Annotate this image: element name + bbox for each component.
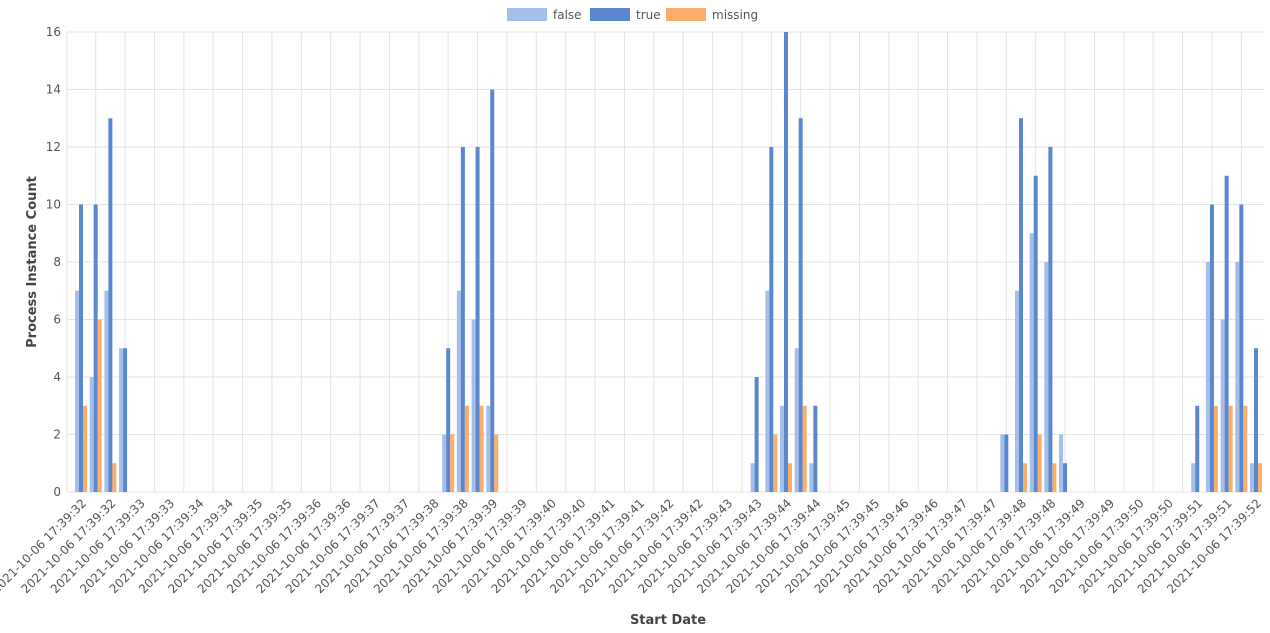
bar (446, 348, 451, 492)
legend-swatch (507, 8, 547, 21)
bar (1059, 434, 1064, 492)
bar (119, 348, 124, 492)
bar (809, 463, 814, 492)
bar (450, 434, 455, 492)
bar (97, 319, 102, 492)
bar (494, 434, 499, 492)
bar (83, 405, 87, 492)
bar (794, 348, 799, 492)
bar (1243, 405, 1248, 492)
bar (1044, 262, 1049, 492)
bar (1220, 319, 1225, 492)
bar (1063, 463, 1068, 492)
bar (813, 405, 818, 492)
y-tick-label: 0 (53, 485, 61, 499)
bar (108, 118, 113, 492)
bar (1004, 434, 1009, 492)
bar (104, 290, 109, 492)
y-tick-label: 10 (46, 198, 61, 212)
bar (784, 32, 788, 492)
bar (486, 405, 491, 492)
bar (479, 405, 484, 492)
y-tick-label: 6 (53, 313, 61, 327)
bar (1029, 233, 1034, 492)
bar (1224, 175, 1229, 492)
bar (1048, 147, 1053, 492)
bar (769, 147, 774, 492)
bar (802, 405, 807, 492)
bar (1258, 463, 1262, 492)
bar (475, 147, 480, 492)
bar (75, 290, 79, 492)
bar (1191, 463, 1196, 492)
y-tick-label: 4 (53, 370, 61, 384)
bar (1052, 463, 1057, 492)
legend-label: false (553, 8, 582, 22)
bar (79, 204, 83, 492)
y-tick-label: 16 (46, 25, 61, 39)
bar (1205, 262, 1210, 492)
legend-swatch (666, 8, 706, 21)
bar (1209, 204, 1214, 492)
bar (754, 377, 759, 492)
bar (490, 89, 495, 492)
bar (788, 463, 792, 492)
bar (1019, 118, 1023, 492)
bar (123, 348, 128, 492)
y-tick-label: 8 (53, 255, 61, 269)
bar (464, 405, 469, 492)
bar (471, 319, 476, 492)
y-axis-title: Process Instance Count (25, 176, 40, 348)
bar (460, 147, 465, 492)
bar (1015, 290, 1019, 492)
bar (750, 463, 755, 492)
bar (1033, 175, 1038, 492)
bar (1239, 204, 1244, 492)
bar (89, 377, 94, 492)
y-tick-label: 2 (53, 428, 61, 442)
y-tick-label: 12 (46, 140, 61, 154)
legend-swatch (590, 8, 630, 21)
x-axis-title: Start Date (630, 613, 706, 628)
bar (112, 463, 117, 492)
bar (93, 204, 98, 492)
bar (798, 118, 803, 492)
bar (1195, 405, 1200, 492)
bar (1250, 463, 1254, 492)
bar (1228, 405, 1233, 492)
bar (1235, 262, 1240, 492)
bar (773, 434, 778, 492)
bar (765, 290, 770, 492)
bar (1000, 434, 1005, 492)
legend-label: missing (712, 8, 758, 22)
y-tick-label: 14 (46, 83, 61, 97)
bar (1213, 405, 1218, 492)
bar (1037, 434, 1042, 492)
legend-label: true (636, 8, 661, 22)
bar (442, 434, 447, 492)
bar (456, 290, 461, 492)
bar (780, 405, 784, 492)
bar (1023, 463, 1027, 492)
bar (1254, 348, 1258, 492)
